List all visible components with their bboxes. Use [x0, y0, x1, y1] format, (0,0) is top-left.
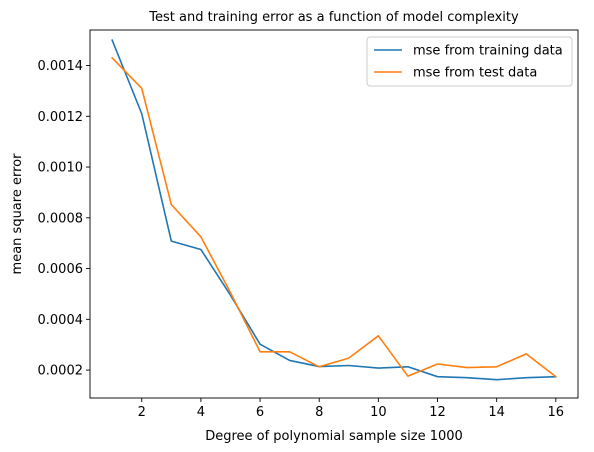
- x-tick-label: 6: [256, 405, 264, 420]
- y-tick-label: 0.0006: [38, 262, 84, 277]
- series-line-test: [111, 56, 557, 378]
- x-axis-label: Degree of polynomial sample size 1000: [205, 429, 463, 444]
- chart-title: Test and training error as a function of…: [148, 10, 519, 25]
- legend: mse from training data mse from test data: [366, 36, 573, 87]
- legend-box: [366, 36, 573, 87]
- x-tick-label: 16: [548, 405, 565, 420]
- x-tick-label: 8: [315, 405, 323, 420]
- y-axis-label: mean square error: [10, 153, 25, 275]
- series-line-training: [111, 39, 557, 381]
- x-tick-label: 2: [138, 405, 146, 420]
- x-tick-label: 10: [370, 405, 387, 420]
- y-tick-label: 0.0010: [38, 161, 84, 176]
- legend-label: mse from training data: [413, 44, 563, 59]
- y-tick-label: 0.0002: [38, 364, 84, 379]
- y-tick-label: 0.0014: [38, 59, 84, 74]
- plot-frame: [89, 29, 579, 399]
- plot-area: [89, 29, 579, 399]
- x-tick-label: 14: [488, 405, 505, 420]
- y-tick-label: 0.0004: [38, 313, 84, 328]
- legend-label: mse from test data: [413, 66, 537, 81]
- x-tick-label: 4: [197, 405, 205, 420]
- x-axis: 2 4 6 8 10 12 14 16: [138, 398, 564, 420]
- x-tick-label: 12: [429, 405, 446, 420]
- y-axis: 0.0002 0.0004 0.0006 0.0008 0.0010 0.0012 0.00…: [38, 59, 90, 379]
- y-tick-label: 0.0012: [38, 110, 84, 125]
- y-tick-label: 0.0008: [38, 211, 84, 226]
